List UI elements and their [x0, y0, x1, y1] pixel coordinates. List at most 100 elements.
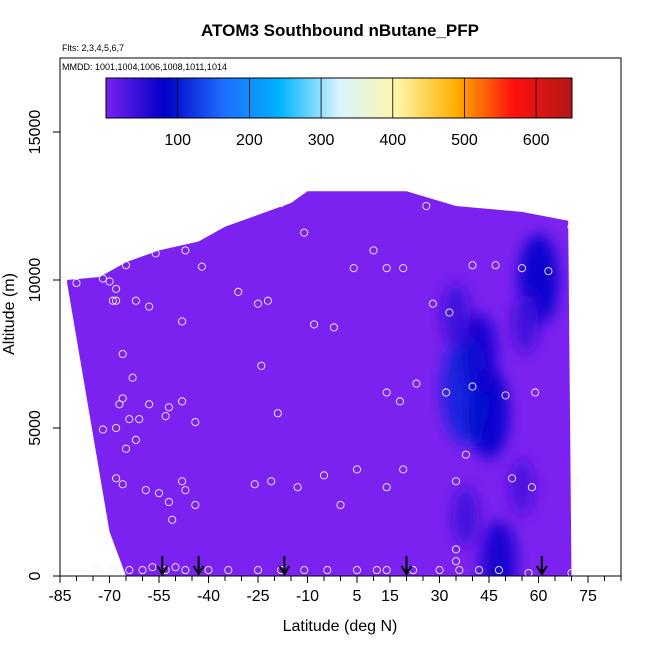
sample-point	[455, 566, 464, 575]
flight-arrow	[400, 556, 413, 576]
high-region	[442, 283, 470, 348]
sample-point	[310, 320, 319, 329]
high-concentration-regions	[441, 234, 559, 576]
sample-point	[277, 198, 286, 208]
sample-point	[145, 400, 154, 409]
heatmap-fill	[66, 191, 572, 576]
sample-point	[164, 403, 173, 412]
high-region	[481, 520, 517, 576]
high-region	[452, 486, 480, 547]
sample-point	[112, 423, 121, 433]
sample-point	[508, 474, 517, 483]
x-tick-label: 45	[480, 588, 498, 605]
sample-point	[399, 465, 408, 474]
chart-subtitle-flights: Flts: 2,3,4,5,6,7	[62, 43, 124, 53]
sample-point	[567, 222, 576, 231]
sample-point	[72, 278, 81, 288]
x-tick-label: 5	[353, 588, 362, 605]
sample-point	[468, 261, 477, 270]
colorbar: 100 200 300 400 500 600	[105, 77, 573, 149]
sample-point	[115, 400, 124, 409]
sample-point	[422, 201, 431, 211]
sample-point	[451, 557, 461, 566]
sample-point	[369, 246, 378, 255]
sample-point	[151, 249, 160, 258]
sample-point	[105, 277, 114, 286]
sample-point	[118, 480, 127, 489]
x-tick-label: -40	[197, 588, 220, 605]
sample-point	[273, 409, 282, 418]
sample-point	[191, 418, 200, 427]
sample-point	[382, 566, 391, 575]
sample-point	[141, 486, 150, 495]
sample-point	[178, 477, 187, 486]
sample-point	[197, 262, 206, 271]
sample-point	[382, 388, 391, 397]
sample-point	[501, 391, 510, 400]
sample-point	[178, 397, 187, 406]
sample-point	[145, 302, 154, 311]
sample-point	[181, 486, 190, 495]
sample-point	[181, 246, 190, 255]
sample-point	[148, 563, 157, 572]
sample-point	[468, 382, 477, 391]
x-tick-label: 60	[530, 588, 548, 605]
x-tick-label: -85	[48, 588, 71, 605]
flight-arrow	[156, 556, 169, 576]
sample-point	[461, 450, 470, 459]
sample-point	[300, 228, 309, 237]
colorbar-tick-label: 500	[451, 132, 478, 149]
flight-arrow	[192, 556, 205, 576]
y-axis-label: Altitude (m)	[1, 273, 18, 355]
x-tick-label: 75	[579, 588, 597, 605]
sample-point	[204, 566, 213, 575]
x-tick-label: 30	[431, 588, 449, 605]
sample-point	[138, 566, 147, 575]
sample-point	[108, 566, 117, 575]
sample-point	[112, 284, 121, 293]
sample-point	[527, 483, 536, 492]
chart-subtitle-dates: MMDD: 1001,1004,1006,1008,1011,1014	[62, 62, 227, 72]
sample-point	[181, 566, 190, 575]
sample-point	[445, 308, 454, 317]
x-axis-label: Latitude (deg N)	[283, 618, 398, 635]
sample-point	[517, 264, 527, 273]
sample-point	[224, 566, 233, 575]
flight-arrow	[278, 556, 291, 576]
sample-point	[524, 568, 533, 576]
sample-point	[98, 425, 107, 434]
sample-point	[300, 566, 309, 575]
colorbar-tick-label: 200	[236, 132, 263, 149]
sample-point	[112, 296, 121, 305]
sample-point	[475, 566, 484, 575]
sample-point	[125, 415, 134, 424]
sample-point	[494, 566, 503, 575]
high-region	[509, 458, 535, 516]
x-tick-label: -25	[246, 588, 269, 605]
sample-point	[108, 296, 117, 305]
colorbar-dividers	[177, 78, 537, 118]
sample-point	[267, 477, 276, 486]
sample-point	[491, 261, 500, 270]
sample-point	[382, 264, 391, 273]
sample-point	[131, 296, 140, 305]
colorbar-tick-label: 600	[523, 132, 550, 149]
sample-point	[253, 299, 263, 308]
y-tick-label: 15000	[27, 110, 44, 155]
sample-point	[234, 287, 243, 296]
flight-arrows	[156, 556, 548, 576]
sample-point	[319, 471, 329, 480]
x-tick-label: -10	[296, 588, 319, 605]
sample-point	[263, 296, 272, 305]
sample-point	[98, 274, 107, 283]
sample-point	[531, 388, 540, 397]
sample-point	[372, 566, 381, 575]
flight-arrow	[535, 556, 548, 576]
sample-point	[349, 264, 358, 273]
y-axis: 0 5000 10000 15000	[27, 58, 61, 580]
sample-point	[135, 415, 144, 424]
sample-point	[544, 267, 553, 276]
chart-title: ATOM3 Southbound nButane_PFP	[201, 21, 479, 40]
sample-point	[382, 483, 391, 492]
